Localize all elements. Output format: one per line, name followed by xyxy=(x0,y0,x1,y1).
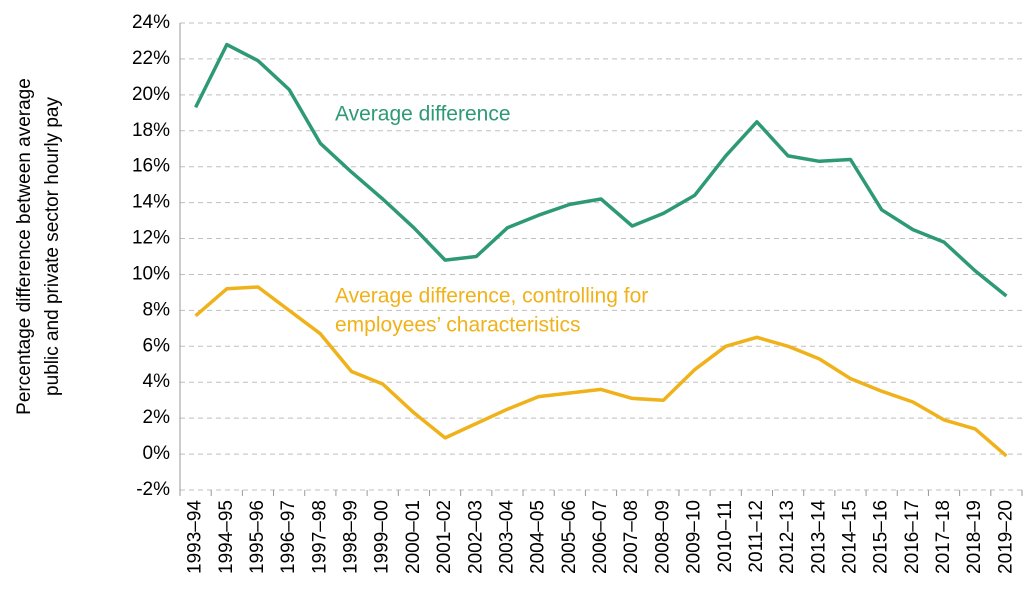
y-tick-label: 2% xyxy=(143,407,171,428)
annotation: employees’ characteristics xyxy=(335,314,580,337)
series-line xyxy=(194,42,1008,298)
y-tick-label: -2% xyxy=(136,479,170,500)
x-tick-label: 2010–11 xyxy=(715,500,736,573)
x-tick-label: 2007–08 xyxy=(621,500,642,574)
annotation: Average difference, controlling for xyxy=(335,285,648,308)
x-tick-label: 1993–94 xyxy=(185,500,206,574)
x-tick-label: 1996–97 xyxy=(278,500,299,574)
x-tick-label: 2018–19 xyxy=(964,500,985,574)
series-line xyxy=(194,285,1008,458)
y-tick-label: 10% xyxy=(132,263,170,284)
annotation: Average difference xyxy=(335,103,511,126)
x-tick-label: 2014–15 xyxy=(839,500,860,574)
y-tick-label: 20% xyxy=(132,84,170,105)
x-tick-label: 2004–05 xyxy=(528,500,549,574)
x-tick-label: 2013–14 xyxy=(808,500,829,574)
x-tick-label: 2019–20 xyxy=(995,500,1016,574)
y-tick-label: 0% xyxy=(143,443,171,464)
x-tick-label: 1995–96 xyxy=(247,500,268,574)
y-tick-label: 12% xyxy=(132,228,170,249)
y-tick-label: 4% xyxy=(143,371,171,392)
y-tick-label: 24% xyxy=(132,12,170,33)
x-tick-label: 2012–13 xyxy=(777,500,798,574)
x-tick-label: 2006–07 xyxy=(590,500,611,574)
x-tick-label: 1998–99 xyxy=(341,500,362,574)
x-tick-label: 1994–95 xyxy=(216,500,237,574)
x-tick-label: 2003–04 xyxy=(496,500,517,574)
y-axis-label: Percentage difference between average xyxy=(14,78,35,415)
y-tick-label: 18% xyxy=(132,120,170,141)
x-tick-label: 2005–06 xyxy=(559,500,580,574)
y-tick-label: 22% xyxy=(132,48,170,69)
x-tick-label: 2002–03 xyxy=(465,500,486,574)
x-tick-label: 2009–10 xyxy=(684,500,705,574)
x-tick-label: 2015–16 xyxy=(871,500,892,574)
y-tick-label: 8% xyxy=(143,299,171,320)
x-tick-label: 2008–09 xyxy=(652,500,673,574)
x-tick-label: 2016–17 xyxy=(902,500,923,574)
x-tick-label: 2011–12 xyxy=(746,500,767,573)
y-tick-label: 14% xyxy=(132,192,170,213)
x-tick-label: 1999–00 xyxy=(372,500,393,574)
y-tick-label: 16% xyxy=(132,156,170,177)
x-tick-label: 2001–02 xyxy=(434,500,455,574)
y-tick-label: 6% xyxy=(143,335,171,356)
y-axis-label: public and private sector hourly pay xyxy=(42,97,63,396)
x-tick-label: 2000–01 xyxy=(403,500,424,574)
x-tick-label: 2017–18 xyxy=(933,500,954,574)
x-tick-label: 1997–98 xyxy=(309,500,330,574)
